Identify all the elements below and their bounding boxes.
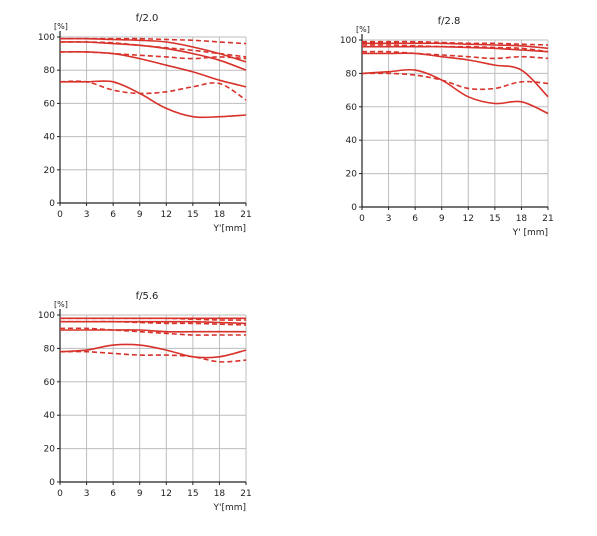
mtf-curve-dashed-4 (361, 44, 549, 53)
x-tick-label: 18 (516, 214, 528, 224)
x-tick-label: 0 (57, 210, 63, 220)
y-axis-unit-label: [%] (356, 25, 370, 34)
mtf-curve-dashed-6 (59, 327, 246, 336)
x-tick-label: 15 (187, 210, 198, 220)
x-tick-label: 12 (161, 210, 172, 220)
x-tick-label: 12 (161, 489, 172, 499)
mtf-curve-dashed-4 (59, 41, 247, 58)
mtf-curve-dashed-2 (59, 37, 247, 45)
y-tick-label: 40 (44, 133, 56, 143)
y-tick-label: 60 (44, 99, 56, 109)
mtf-chart-1: 0 3 6 9 12 15 18 21 0 20 40 60 80 100 f/2.0 [%] Y'[mm] (38, 13, 252, 234)
y-tick-label: 100 (38, 311, 55, 321)
x-tick-label: 18 (214, 489, 226, 499)
mtf-curve-dashed-8 (361, 72, 549, 91)
y-tick-label: 100 (340, 36, 357, 46)
chart-title: f/2.0 (136, 13, 159, 24)
y-tick-label: 80 (44, 66, 56, 76)
x-tick-label: 0 (359, 214, 365, 224)
x-tick-label: 18 (214, 210, 226, 220)
chart-title: f/5.6 (136, 291, 159, 302)
x-tick-label: 3 (84, 489, 90, 499)
y-tick-label: 20 (44, 166, 56, 176)
x-tick-label: 12 (463, 214, 474, 224)
y-tick-label: 0 (49, 199, 55, 209)
mtf-curve-dashed-2 (361, 40, 549, 46)
y-tick-label: 40 (44, 411, 56, 421)
x-tick-label: 0 (57, 489, 63, 499)
x-axis-label: Y'[mm] (212, 503, 246, 513)
chart-title: f/2.8 (438, 16, 461, 27)
mtf-chart-3: 0 3 6 9 12 15 18 21 0 20 40 60 80 100 f/5.6 [%] Y'[mm] (38, 291, 252, 513)
y-tick-label: 20 (346, 170, 358, 180)
x-tick-label: 3 (84, 210, 90, 220)
mtf-curve-solid-3 (59, 41, 247, 71)
x-tick-label: 9 (137, 210, 143, 220)
y-tick-label: 0 (49, 478, 55, 488)
mtf-curve-dashed-8 (59, 350, 247, 363)
mtf-curve-solid-7 (59, 343, 247, 359)
y-tick-label: 100 (38, 33, 55, 43)
y-tick-label: 60 (346, 103, 358, 113)
mtf-curve-solid-5 (362, 52, 549, 98)
y-tick-label: 60 (44, 378, 56, 388)
x-tick-label: 21 (240, 489, 251, 499)
mtf-curve-solid-5 (60, 329, 246, 333)
mtf-curve-dashed-4 (60, 320, 247, 326)
x-axis-label: Y'[mm] (212, 224, 246, 234)
mtf-curve-solid-7 (361, 68, 549, 115)
x-tick-label: 6 (110, 210, 116, 220)
mtf-curve-dashed-6 (59, 51, 247, 60)
y-tick-label: 0 (351, 203, 357, 213)
y-tick-label: 40 (346, 136, 358, 146)
x-axis-label: Y' [mm] (512, 228, 548, 238)
x-tick-label: 6 (110, 489, 116, 499)
x-tick-label: 3 (386, 214, 392, 224)
x-tick-label: 15 (489, 214, 500, 224)
y-axis-unit-label: [%] (54, 22, 68, 31)
x-tick-label: 21 (542, 214, 553, 224)
mtf-curve-solid-3 (361, 45, 549, 53)
x-tick-label: 15 (187, 489, 198, 499)
mtf-chart-2: 0 3 6 9 12 15 18 21 0 20 40 60 80 100 f/2.8 [%] Y' [mm] (340, 16, 554, 238)
y-tick-label: 80 (44, 344, 56, 354)
mtf-curve-dashed-2 (60, 317, 247, 321)
x-tick-label: 9 (439, 214, 445, 224)
mtf-curve-solid-7 (59, 80, 247, 119)
mtf-curve-dashed-8 (59, 80, 247, 101)
y-tick-label: 20 (44, 445, 56, 455)
x-tick-label: 6 (412, 214, 418, 224)
mtf-curve-dashed-6 (361, 50, 549, 60)
mtf-curve-solid-1 (362, 42, 549, 50)
y-axis-unit-label: [%] (54, 300, 68, 309)
x-tick-label: 9 (137, 489, 143, 499)
x-tick-label: 21 (240, 210, 251, 220)
y-tick-label: 80 (346, 69, 358, 79)
